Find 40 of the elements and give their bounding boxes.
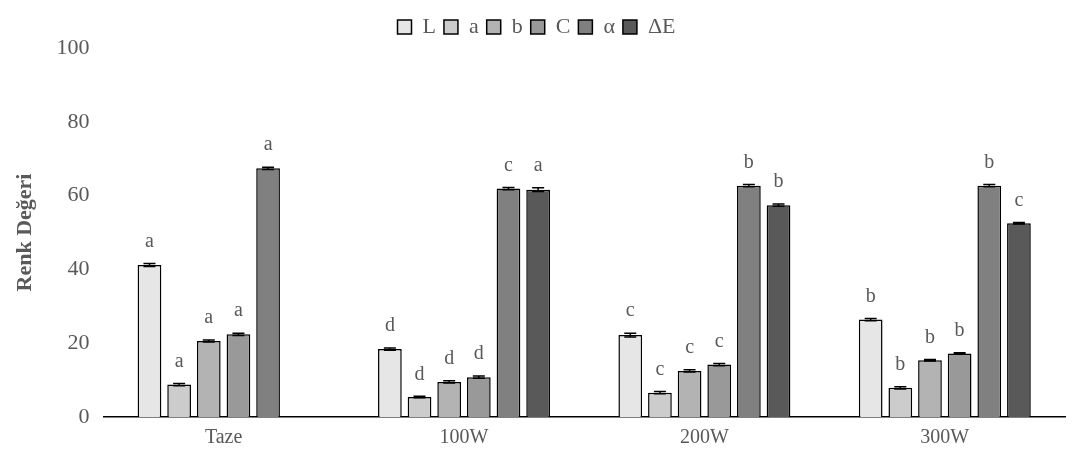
data-label: a — [533, 153, 543, 176]
data-label: c — [504, 152, 514, 175]
data-label: a — [174, 348, 184, 371]
legend-label: ΔE — [647, 12, 676, 38]
data-label: a — [233, 298, 243, 321]
x-tick-label: Taze — [204, 425, 243, 448]
data-label: c — [714, 328, 724, 351]
y-tick-label: 100 — [56, 33, 90, 59]
y-tick-label: 0 — [78, 402, 90, 428]
legend-label: C — [555, 12, 571, 38]
data-label: b — [773, 169, 784, 192]
data-label: c — [625, 298, 635, 321]
data-label: d — [384, 313, 395, 336]
x-tick-label: 300W — [920, 425, 970, 448]
y-tick-label: 60 — [67, 181, 90, 207]
data-label: b — [895, 351, 906, 374]
y-tick-label: 80 — [67, 107, 90, 133]
data-label: c — [685, 335, 695, 358]
data-label: d — [414, 361, 425, 384]
data-label: d — [444, 346, 455, 369]
legend-label: b — [511, 12, 523, 38]
data-label: c — [1014, 187, 1024, 210]
data-label: b — [924, 324, 935, 347]
data-label: b — [865, 283, 876, 306]
data-label: b — [984, 149, 995, 172]
data-label: d — [473, 341, 484, 364]
y-axis-title: Renk Değeri — [10, 173, 36, 292]
legend-label: α — [603, 12, 616, 38]
x-tick-label: 100W — [439, 425, 489, 448]
data-label: c — [655, 356, 665, 379]
data-label: a — [204, 305, 214, 328]
x-tick-label: 200W — [679, 425, 729, 448]
data-label: b — [954, 318, 965, 341]
y-tick-label: 20 — [67, 328, 90, 354]
data-label: b — [743, 149, 754, 172]
data-label: a — [263, 132, 273, 155]
y-tick-label: 40 — [67, 255, 90, 281]
legend-label: a — [468, 12, 479, 38]
legend-label: L — [422, 12, 436, 38]
data-label: a — [145, 228, 155, 251]
